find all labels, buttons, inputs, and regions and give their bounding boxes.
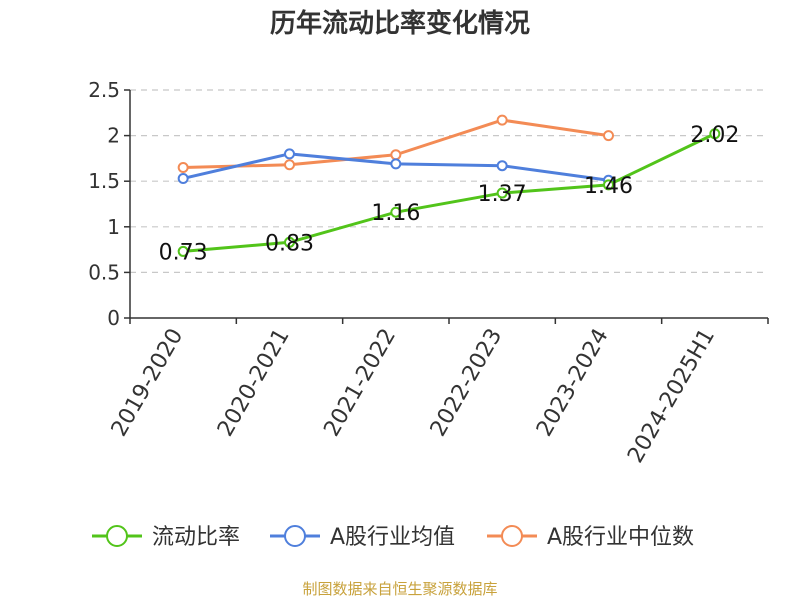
- data-label: 1.46: [584, 174, 633, 199]
- x-tick-label: 2022-2023: [426, 324, 508, 440]
- x-tick-label: 2023-2024: [532, 325, 614, 441]
- data-labels: 0.73 0.83 1.16 1.37 1.46 2.02: [159, 123, 740, 266]
- data-label: 2.02: [690, 123, 739, 148]
- data-point: [284, 148, 295, 160]
- data-point: [390, 149, 402, 161]
- legend-marker: [106, 525, 128, 547]
- data-point: [496, 187, 508, 199]
- chart-title: 历年流动比率变化情况: [270, 8, 530, 39]
- data-label: 1.37: [478, 182, 527, 207]
- x-tick-label: 2019-2020: [107, 325, 189, 441]
- y-tick-label: 2.5: [88, 78, 120, 102]
- data-point: [603, 130, 614, 142]
- data-point: [496, 114, 508, 126]
- data-label: 0.73: [159, 240, 208, 265]
- data-point: [284, 236, 295, 248]
- legend-label: A股行业中位数: [547, 525, 694, 550]
- y-tick-label: 1: [107, 215, 120, 239]
- data-point: [390, 206, 402, 218]
- data-point: [390, 158, 402, 170]
- grid-lines: [130, 89, 768, 273]
- data-label: 0.83: [265, 231, 314, 256]
- x-tick-label: 2024-2025H1: [623, 325, 720, 468]
- data-point: [177, 172, 189, 184]
- data-label: 1.16: [371, 201, 420, 226]
- x-tick-label: 2021-2022: [319, 325, 401, 441]
- legend-marker: [501, 525, 523, 547]
- data-point: [284, 159, 295, 171]
- source-note: 制图数据来自恒生聚源数据库: [302, 580, 497, 598]
- y-tick-label: 0: [107, 306, 120, 330]
- x-tick-label: 2020-2021: [213, 325, 295, 441]
- data-point: [496, 160, 508, 172]
- data-point: [177, 162, 189, 174]
- legend-label: 流动比率: [152, 525, 240, 550]
- data-point: [177, 245, 189, 257]
- legend: 流动比率 A股行业均值 A股行业中位数: [92, 525, 694, 550]
- data-point: [709, 128, 721, 140]
- y-tick-label: 0.5: [88, 260, 120, 284]
- y-tick-label: 1.5: [88, 169, 120, 193]
- series-lines: [177, 114, 721, 257]
- data-point: [603, 179, 614, 191]
- series-line: [183, 132, 716, 253]
- y-tick-label: 2: [107, 124, 120, 148]
- legend-marker: [284, 525, 306, 547]
- legend-label: A股行业均值: [330, 525, 455, 550]
